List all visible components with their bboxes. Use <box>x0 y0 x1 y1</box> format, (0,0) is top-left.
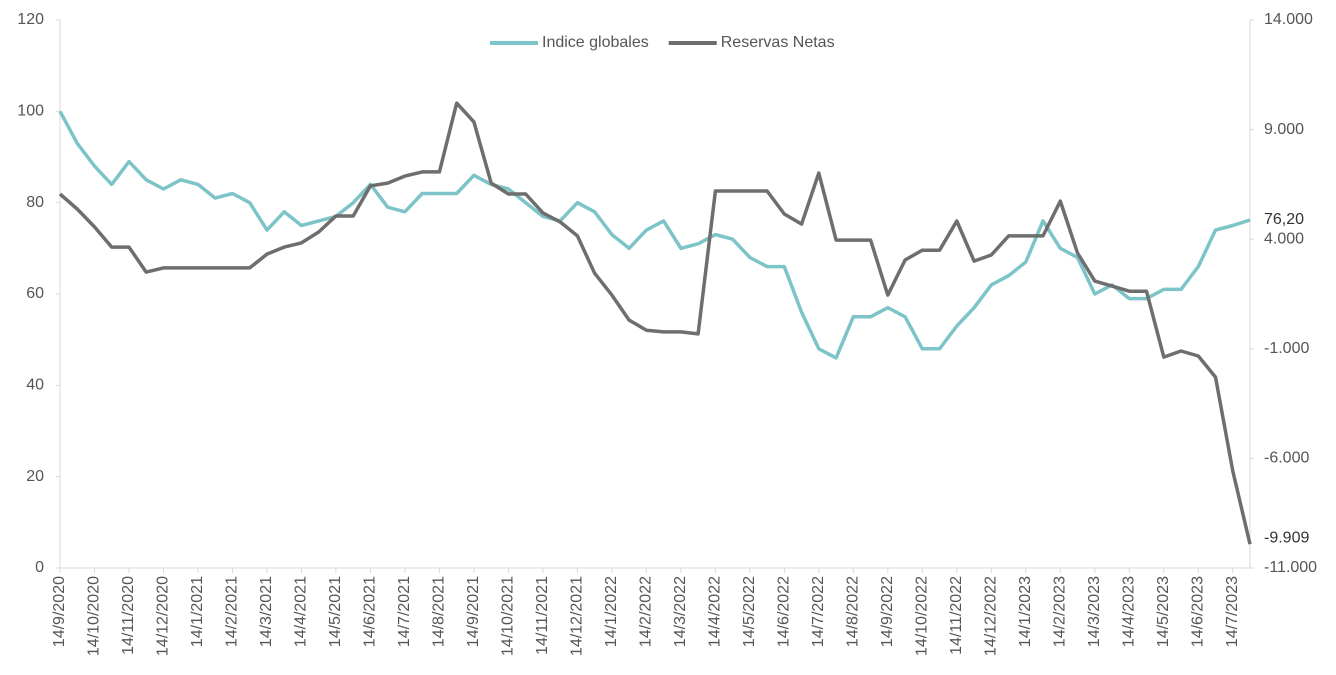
y-tick-label: 60 <box>26 285 44 302</box>
x-tick-label: 14/6/2021 <box>362 576 379 647</box>
x-tick-label: 14/8/2021 <box>431 576 448 647</box>
y2-tick-label: -6.000 <box>1264 450 1309 467</box>
x-tick-label: 14/7/2022 <box>810 576 827 647</box>
x-tick-label: 14/8/2022 <box>845 576 862 647</box>
x-tick-label: 14/10/2022 <box>914 576 931 656</box>
x-tick-label: 14/3/2021 <box>258 576 275 647</box>
x-tick-label: 14/1/2021 <box>189 576 206 647</box>
x-tick-label: 14/12/2022 <box>983 576 1000 656</box>
x-tick-label: 14/11/2020 <box>120 576 137 655</box>
x-tick-label: 14/9/2020 <box>51 576 68 647</box>
x-tick-label: 14/6/2022 <box>776 576 793 647</box>
x-tick-label: 14/2/2021 <box>224 576 241 647</box>
legend-label: Indice globales <box>542 34 649 51</box>
x-tick-label: 14/7/2023 <box>1224 576 1241 647</box>
y-tick-label: 120 <box>17 11 44 28</box>
x-tick-label: 14/4/2022 <box>707 576 724 647</box>
x-tick-label: 14/12/2021 <box>569 576 586 656</box>
y-tick-label: 80 <box>26 194 44 211</box>
x-tick-label: 14/5/2022 <box>741 576 758 647</box>
x-tick-label: 14/2/2023 <box>1052 576 1069 647</box>
x-tick-label: 14/11/2021 <box>534 576 551 655</box>
series-line <box>58 101 1252 545</box>
x-tick-label: 14/11/2022 <box>948 576 965 655</box>
y2-tick-label: 4.000 <box>1264 230 1304 247</box>
legend-label: Reservas Netas <box>721 34 835 51</box>
series-line <box>58 110 1251 360</box>
y2-tick-label: -11.000 <box>1264 559 1317 576</box>
x-tick-label: 14/10/2020 <box>86 576 103 656</box>
x-tick-label: 14/4/2023 <box>1120 576 1137 647</box>
x-tick-label: 14/12/2020 <box>155 576 172 656</box>
x-tick-label: 14/9/2021 <box>465 576 482 647</box>
x-tick-label: 14/6/2023 <box>1189 576 1206 647</box>
x-tick-label: 14/9/2022 <box>879 576 896 647</box>
y2-tick-label: 9.000 <box>1264 121 1304 138</box>
x-tick-label: 14/5/2023 <box>1155 576 1172 647</box>
x-tick-label: 14/10/2021 <box>500 576 517 656</box>
x-tick-label: 14/5/2021 <box>327 576 344 647</box>
y2-tick-label: -1.000 <box>1264 340 1309 357</box>
x-tick-label: 14/2/2022 <box>638 576 655 647</box>
x-tick-label: 14/3/2022 <box>672 576 689 647</box>
x-tick-label: 14/1/2022 <box>603 576 620 647</box>
end-label: -9.909 <box>1264 529 1309 546</box>
y-tick-label: 0 <box>35 559 44 576</box>
y-tick-label: 20 <box>26 468 44 485</box>
y2-tick-label: 14.000 <box>1264 11 1313 28</box>
end-label: 76,20 <box>1264 211 1304 228</box>
x-tick-label: 14/7/2021 <box>396 576 413 647</box>
y-tick-label: 100 <box>17 103 44 120</box>
x-tick-label: 14/3/2023 <box>1086 576 1103 647</box>
y-tick-label: 40 <box>26 377 44 394</box>
x-tick-label: 14/4/2021 <box>293 576 310 647</box>
x-tick-label: 14/1/2023 <box>1017 576 1034 647</box>
